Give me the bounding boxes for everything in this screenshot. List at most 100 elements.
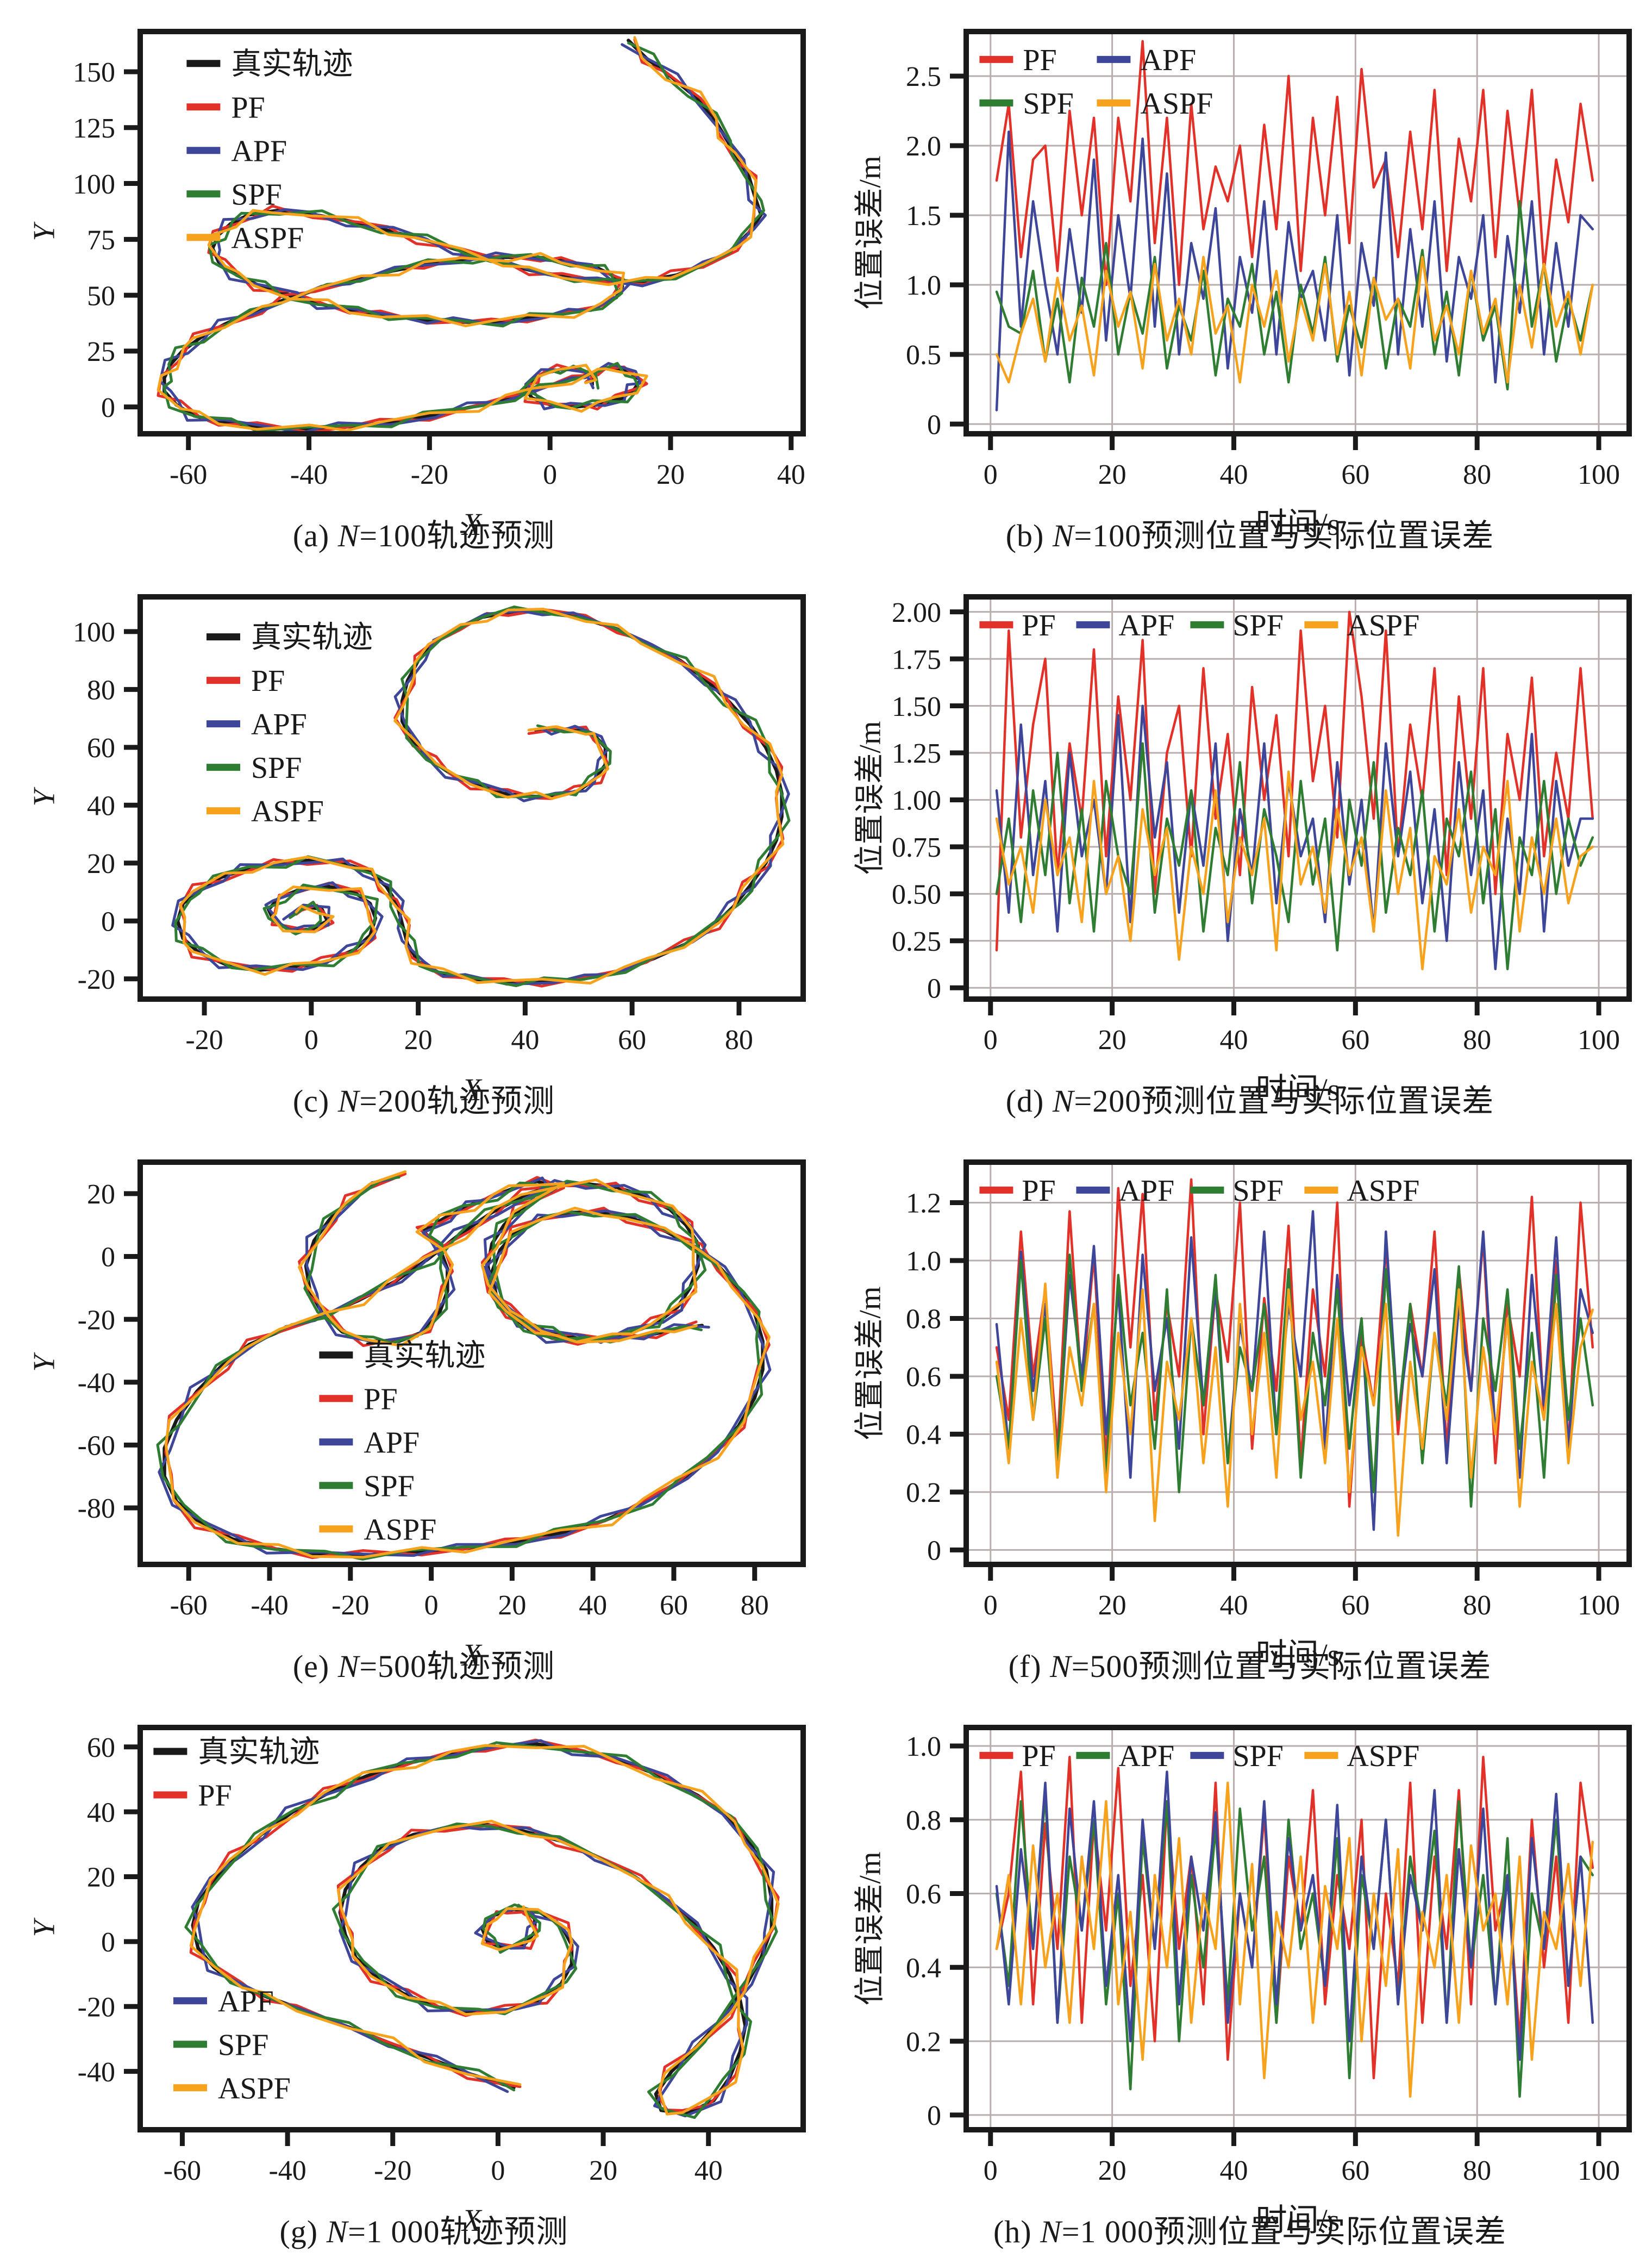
svg-text:PF: PF: [231, 91, 265, 124]
svg-text:40: 40: [1219, 2155, 1248, 2186]
svg-text:SPF: SPF: [1232, 1739, 1283, 1773]
svg-text:PF: PF: [1022, 1739, 1055, 1773]
plot-h-canvas: 0 20 40 60 80 100 0 0.2 0.4 0.6 0.8 1.0 时间/s 位置误差/m PF…: [826, 1696, 1652, 2261]
caption-h-n: N: [1040, 2214, 1062, 2249]
caption-e-prefix: (e): [292, 1649, 338, 1684]
svg-text:25: 25: [87, 336, 115, 367]
svg-text:APF: APF: [231, 134, 287, 168]
svg-text:0.8: 0.8: [906, 1304, 941, 1335]
svg-text:80: 80: [1463, 1025, 1491, 1056]
svg-text:位置误差/m: 位置误差/m: [854, 155, 887, 309]
svg-text:0: 0: [101, 1242, 115, 1273]
svg-text:0.50: 0.50: [892, 880, 941, 910]
svg-text:60: 60: [87, 733, 115, 764]
svg-text:40: 40: [579, 1590, 607, 1621]
svg-text:60: 60: [1341, 459, 1369, 490]
svg-text:0.6: 0.6: [906, 1879, 941, 1910]
svg-text:1.50: 1.50: [892, 691, 941, 722]
svg-text:SPF: SPF: [1023, 87, 1073, 121]
svg-text:100: 100: [1578, 459, 1620, 490]
svg-text:2.00: 2.00: [892, 597, 941, 628]
svg-text:真实轨迹: 真实轨迹: [231, 47, 353, 81]
svg-text:80: 80: [87, 675, 115, 706]
subplot-f: 0 20 40 60 80 100 0 0.2 0.4 0.6 0.8 1.0 1.2 时间/s 位置误差/…: [826, 1131, 1652, 1696]
svg-text:20: 20: [1098, 1590, 1127, 1621]
svg-text:50: 50: [87, 280, 115, 311]
svg-text:0: 0: [927, 2100, 941, 2131]
svg-text:0: 0: [424, 1590, 439, 1621]
svg-text:Y: Y: [28, 1352, 61, 1372]
svg-text:APF: APF: [364, 1426, 420, 1460]
subplot-d: 0 20 40 60 80 100 0 0.25 0.50 0.75 1.00 1.25 1.50 1.7…: [826, 565, 1652, 1131]
svg-text:60: 60: [87, 1732, 115, 1763]
svg-text:0.25: 0.25: [892, 926, 941, 957]
svg-text:-20: -20: [78, 1305, 115, 1336]
svg-text:APF: APF: [1118, 1174, 1174, 1208]
svg-text:0: 0: [543, 459, 557, 490]
svg-text:时间/s: 时间/s: [1256, 2203, 1340, 2238]
caption-d-prefix: (d): [1005, 1083, 1053, 1119]
svg-text:1.25: 1.25: [892, 738, 941, 769]
svg-text:-20: -20: [411, 459, 448, 490]
caption-b-rest: =100预测位置与实际位置误差: [1074, 518, 1494, 553]
svg-text:位置误差/m: 位置误差/m: [854, 1286, 887, 1440]
svg-text:100: 100: [73, 169, 115, 200]
subplot-c: -20 0 20 40 60 80 -20 0 20 40 60 80 100 X Y 真实轨迹 PF APF SP…: [0, 565, 826, 1131]
svg-text:2.5: 2.5: [906, 61, 941, 92]
svg-text:APF: APF: [251, 708, 307, 741]
svg-text:-40: -40: [251, 1590, 288, 1621]
caption-h: (h) N=1 000预测位置与实际位置误差: [897, 2206, 1603, 2251]
svg-text:ASPF: ASPF: [1140, 87, 1213, 121]
svg-text:1.0: 1.0: [906, 1731, 941, 1762]
svg-text:0: 0: [984, 1590, 998, 1621]
svg-text:80: 80: [725, 1025, 753, 1056]
svg-text:ASPF: ASPF: [1347, 1174, 1419, 1208]
svg-text:位置误差/m: 位置误差/m: [854, 721, 887, 875]
svg-text:0: 0: [491, 2155, 505, 2186]
svg-text:60: 60: [1341, 2155, 1369, 2186]
caption-h-prefix: (h): [993, 2214, 1041, 2249]
svg-text:20: 20: [1098, 1025, 1127, 1056]
svg-text:40: 40: [777, 459, 805, 490]
svg-text:20: 20: [404, 1025, 433, 1056]
plot-f-canvas: 0 20 40 60 80 100 0 0.2 0.4 0.6 0.8 1.0 1.2 时间/s 位置误差/…: [826, 1131, 1652, 1696]
caption-g: (g) N=1 000轨迹预测: [71, 2206, 777, 2251]
svg-text:0.6: 0.6: [906, 1362, 941, 1393]
plot-g-canvas: -60 -40 -20 0 20 40 -40 -20 0 20 40 60 X Y 真实轨迹 PF APF SP…: [0, 1696, 826, 2261]
plot-e-canvas: -60 -40 -20 0 20 40 60 80 -80 -60 -40 -20 0 20 X Y 真实轨迹 P…: [0, 1131, 826, 1696]
svg-text:-40: -40: [78, 2057, 115, 2088]
svg-text:-40: -40: [268, 2155, 306, 2186]
svg-text:0: 0: [101, 392, 115, 423]
svg-text:X: X: [461, 1072, 483, 1107]
caption-g-prefix: (g): [279, 2214, 327, 2249]
svg-text:150: 150: [73, 57, 115, 88]
svg-text:-40: -40: [78, 1368, 115, 1399]
svg-text:60: 60: [1341, 1590, 1369, 1621]
caption-b-n: N: [1052, 518, 1074, 553]
svg-text:60: 60: [618, 1025, 646, 1056]
svg-text:SPF: SPF: [364, 1469, 414, 1503]
svg-text:ASPF: ASPF: [364, 1513, 436, 1546]
svg-text:20: 20: [87, 1179, 115, 1210]
svg-text:1.0: 1.0: [906, 1246, 941, 1277]
svg-text:真实轨迹: 真实轨迹: [198, 1736, 320, 1769]
svg-text:0.75: 0.75: [892, 832, 941, 863]
svg-text:0: 0: [984, 1025, 998, 1056]
svg-text:Y: Y: [28, 787, 61, 807]
svg-text:位置误差/m: 位置误差/m: [854, 1851, 887, 2005]
svg-text:40: 40: [694, 2155, 723, 2186]
svg-text:80: 80: [1463, 2155, 1491, 2186]
svg-text:20: 20: [87, 849, 115, 880]
svg-text:20: 20: [498, 1590, 526, 1621]
caption-f-prefix: (f): [1008, 1649, 1050, 1684]
svg-text:-20: -20: [78, 1992, 115, 2023]
svg-text:0.2: 0.2: [906, 1477, 941, 1508]
svg-text:PF: PF: [1022, 1174, 1055, 1208]
svg-text:0: 0: [927, 973, 941, 1004]
svg-text:80: 80: [1463, 459, 1491, 490]
caption-e: (e) N=500轨迹预测: [71, 1641, 777, 1686]
svg-text:0.4: 0.4: [906, 1953, 941, 1984]
svg-text:1.2: 1.2: [906, 1188, 941, 1219]
svg-text:真实轨迹: 真实轨迹: [251, 621, 373, 654]
